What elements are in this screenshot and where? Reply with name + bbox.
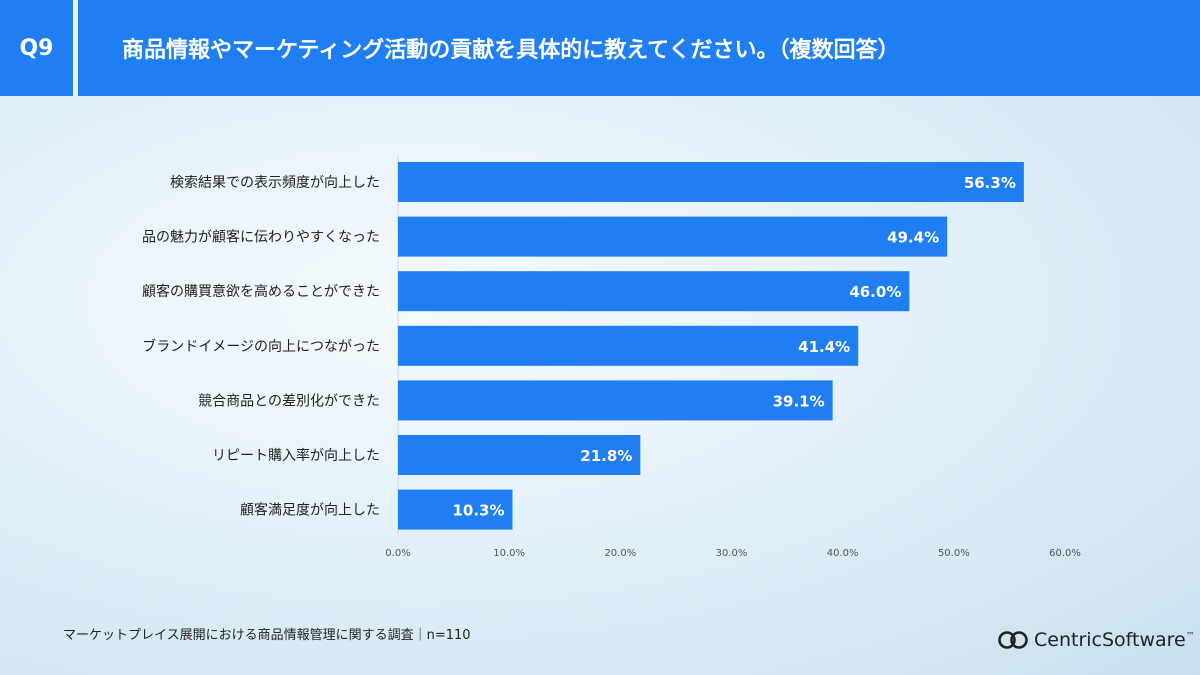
x-tick-label: 50.0% — [938, 548, 970, 559]
x-tick-label: 0.0% — [385, 548, 410, 559]
data-label: 39.1% — [773, 392, 825, 410]
data-label: 41.4% — [798, 338, 850, 356]
data-label: 10.3% — [452, 502, 504, 520]
trademark-mark: ™ — [1185, 631, 1195, 642]
bar — [398, 380, 833, 421]
data-label: 21.8% — [580, 447, 632, 465]
brand-name: CentricSoftware™ — [1034, 629, 1195, 651]
bar — [398, 216, 948, 257]
bar — [398, 162, 1024, 202]
category-label: 顧客の購買意欲を高めることができた — [142, 283, 380, 300]
x-tick-label: 60.0% — [1049, 548, 1081, 559]
survey-footnote: マーケットプレイス展開における商品情報管理に関する調査｜n=110 — [63, 628, 471, 643]
category-label: リピート購入率が向上した — [212, 447, 380, 464]
bar-chart: 検索結果での表示頻度が向上した 56.3% 品の魅力が顧客に伝わりやすくなった 49.… — [142, 156, 1081, 559]
centric-logo-icon — [998, 631, 1028, 649]
centric-software-logo: CentricSoftware™ — [998, 626, 1195, 654]
category-label: 顧客満足度が向上した — [240, 502, 380, 519]
category-label: 検索結果での表示頻度が向上した — [170, 174, 380, 191]
data-label: 56.3% — [964, 174, 1016, 192]
data-label: 49.4% — [887, 229, 939, 247]
header-divider — [73, 0, 78, 96]
data-label: 46.0% — [849, 283, 901, 301]
header-bar: Q9 商品情報やマーケティング活動の貢献を具体的に教えてください。（複数回答） — [0, 0, 1200, 96]
bar — [398, 489, 513, 530]
x-tick-label: 10.0% — [493, 548, 525, 559]
category-label: 品の魅力が顧客に伝わりやすくなった — [142, 229, 380, 246]
x-tick-label: 30.0% — [716, 548, 748, 559]
x-tick-label: 20.0% — [604, 548, 636, 559]
bar — [398, 325, 859, 366]
question-number: Q9 — [19, 35, 54, 61]
x-tick-label: 40.0% — [827, 548, 859, 559]
page-title: 商品情報やマーケティング活動の貢献を具体的に教えてください。（複数回答） — [122, 38, 900, 63]
category-label: ブランドイメージの向上につながった — [142, 338, 380, 355]
category-label: 競合商品との差別化ができた — [198, 393, 380, 409]
bar — [398, 435, 641, 475]
bar — [398, 271, 910, 312]
